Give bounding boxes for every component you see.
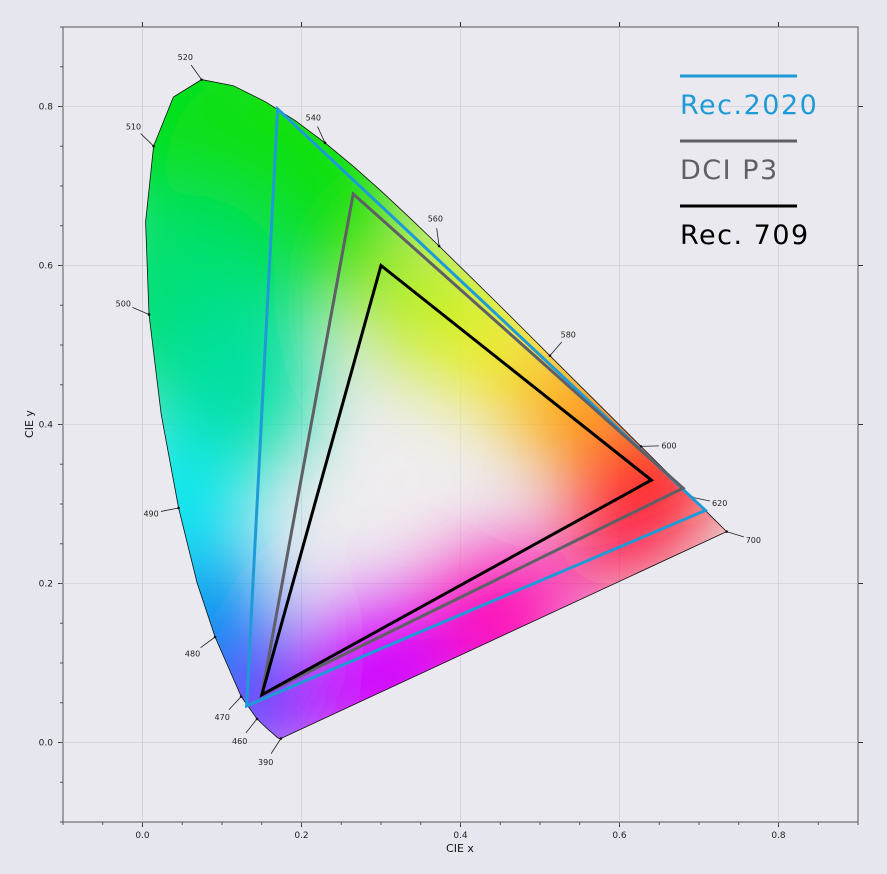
gamut-triangles bbox=[244, 105, 709, 709]
legend-label: Rec.2020 bbox=[680, 90, 818, 121]
wavelength-marker: 480 bbox=[185, 635, 217, 659]
wavelength-dot bbox=[323, 141, 327, 145]
legend-label: Rec. 709 bbox=[680, 220, 810, 251]
wavelength-leader bbox=[270, 738, 282, 754]
wavelength-marker: 490 bbox=[143, 506, 180, 518]
wavelength-leader bbox=[436, 228, 440, 247]
wavelength-dot bbox=[152, 144, 155, 148]
x-tick-label: 0.6 bbox=[612, 831, 627, 841]
gamut-triangle bbox=[244, 105, 709, 709]
x-tick-label: 0.0 bbox=[135, 831, 150, 841]
wavelength-label: 700 bbox=[746, 536, 761, 545]
wavelength-dot bbox=[177, 506, 180, 510]
gamut-triangle bbox=[259, 191, 686, 698]
wavelength-dot bbox=[639, 445, 643, 448]
wavelength-leader bbox=[228, 696, 242, 711]
wavelength-dot bbox=[437, 244, 441, 248]
wavelength-label: 490 bbox=[143, 509, 158, 518]
gamut-triangle bbox=[259, 262, 654, 698]
wavelength-marker: 580 bbox=[548, 330, 576, 357]
wavelength-marker: 600 bbox=[639, 442, 677, 451]
wavelength-label: 620 bbox=[712, 499, 727, 508]
color-blob bbox=[150, 297, 326, 473]
wavelength-leader bbox=[190, 64, 202, 80]
wavelength-marker: 700 bbox=[725, 530, 761, 545]
x-tick-label: 0.2 bbox=[294, 831, 308, 841]
wavelength-leader bbox=[140, 133, 154, 147]
wavelength-leader bbox=[317, 126, 326, 143]
wavelength-label: 390 bbox=[258, 758, 273, 767]
wavelength-leader bbox=[160, 507, 179, 512]
wavelength-leader bbox=[692, 497, 710, 502]
wavelength-label: 600 bbox=[661, 442, 676, 451]
wavelength-marker: 510 bbox=[126, 123, 155, 148]
wavelength-leader bbox=[549, 341, 563, 356]
legend-item: Rec.2020 bbox=[680, 74, 818, 121]
color-blob bbox=[563, 480, 676, 592]
wavelength-marker: 560 bbox=[428, 214, 443, 248]
wavelength-leader bbox=[200, 636, 216, 649]
wavelength-label: 560 bbox=[428, 214, 443, 223]
axis-ticks: 0.0 0.2 0.4 0.6 0.8 0.0 0.2 0.4 0.6 0.8 bbox=[39, 22, 863, 841]
wavelength-dot bbox=[147, 313, 151, 316]
wavelength-dot bbox=[200, 78, 203, 81]
wavelength-dot bbox=[548, 354, 552, 357]
legend: Rec.2020 DCI P3 Rec. 709 bbox=[680, 74, 818, 251]
y-tick-label: 0.0 bbox=[39, 739, 54, 749]
wavelength-label: 540 bbox=[306, 113, 321, 122]
x-axis-title: CIE x bbox=[446, 842, 474, 855]
wavelength-marker: 500 bbox=[116, 299, 151, 316]
legend-item: DCI P3 bbox=[680, 139, 797, 186]
wavelength-label: 460 bbox=[232, 737, 247, 746]
wavelength-leader bbox=[726, 531, 744, 538]
y-tick-label: 0.8 bbox=[39, 103, 54, 113]
y-tick-label: 0.4 bbox=[39, 421, 54, 431]
wavelength-label: 580 bbox=[561, 330, 576, 339]
wavelength-dot bbox=[255, 717, 259, 721]
wavelength-marker: 540 bbox=[306, 113, 327, 145]
y-tick-label: 0.6 bbox=[39, 262, 54, 272]
legend-label: DCI P3 bbox=[680, 155, 779, 186]
spectral-locus bbox=[145, 79, 728, 740]
y-axis-title: CIE y bbox=[23, 410, 36, 438]
wavelength-marker: 470 bbox=[215, 695, 243, 722]
wavelength-leader bbox=[245, 718, 258, 734]
y-tick-label: 0.2 bbox=[39, 580, 53, 590]
wavelength-dot bbox=[239, 695, 243, 698]
wavelength-label: 520 bbox=[178, 53, 193, 62]
wavelength-marker: 460 bbox=[232, 717, 259, 746]
color-blob bbox=[237, 686, 318, 739]
wavelength-labels: 390 460 470 480 490 500 510 520 540 560 580 600 620 7… bbox=[116, 53, 761, 767]
wavelength-marker: 390 bbox=[258, 737, 283, 767]
wavelength-leader bbox=[640, 445, 659, 447]
x-tick-label: 0.8 bbox=[771, 831, 786, 841]
wavelength-dot bbox=[213, 635, 217, 639]
wavelength-marker: 520 bbox=[178, 53, 203, 81]
legend-item: Rec. 709 bbox=[680, 204, 810, 251]
wavelength-leader bbox=[132, 306, 150, 315]
white-point-glow bbox=[333, 400, 493, 560]
x-tick-label: 0.4 bbox=[453, 831, 468, 841]
wavelength-dot bbox=[725, 530, 728, 533]
wavelength-label: 470 bbox=[215, 713, 230, 722]
wavelength-dot bbox=[279, 737, 283, 740]
wavelength-label: 510 bbox=[126, 123, 141, 132]
wavelength-label: 500 bbox=[116, 299, 131, 308]
wavelength-label: 480 bbox=[185, 650, 200, 659]
